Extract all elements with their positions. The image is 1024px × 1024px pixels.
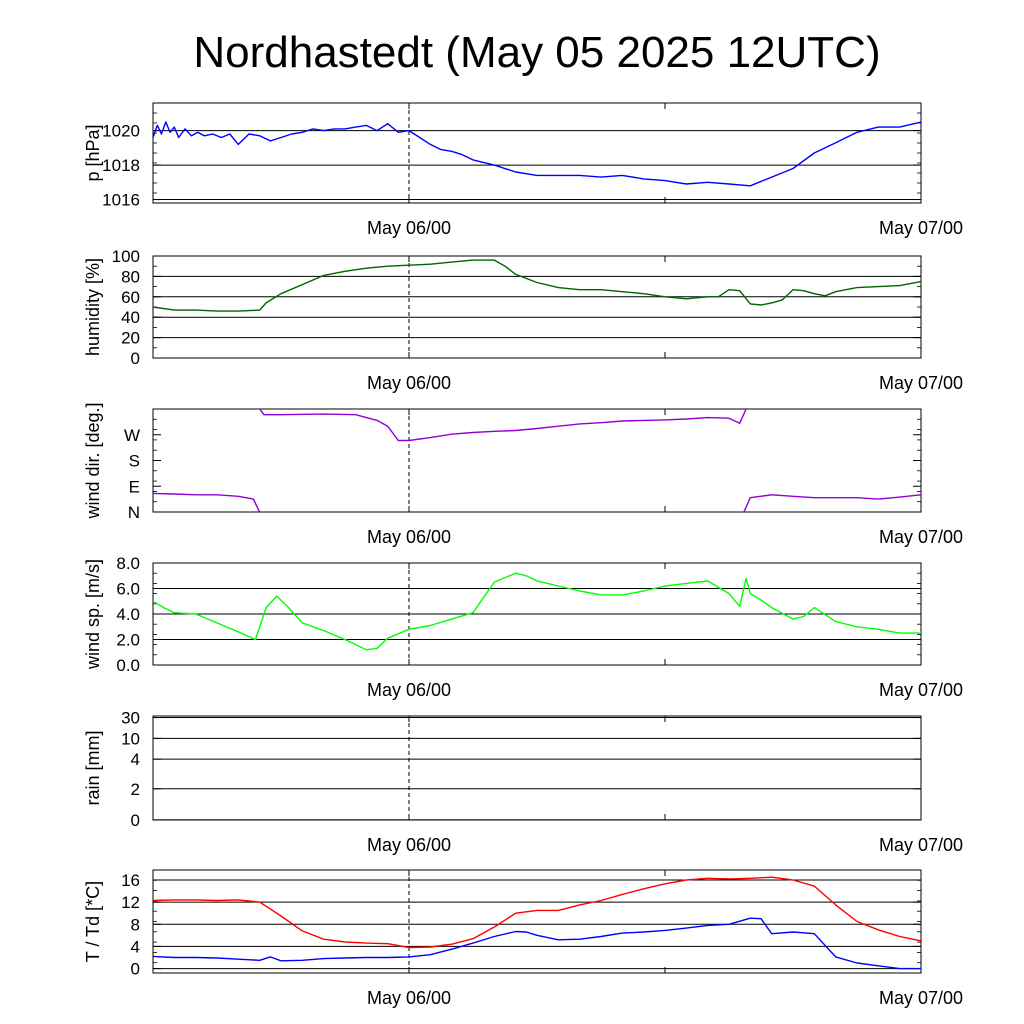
x-tick-label: May 06/00 xyxy=(367,373,451,393)
x-tick-label: May 07/00 xyxy=(879,988,963,1008)
series-line-0 xyxy=(153,121,921,187)
y-tick-label: W xyxy=(124,426,140,445)
x-tick-label: May 07/00 xyxy=(879,680,963,700)
series-line-0 xyxy=(153,492,261,512)
series-line-1 xyxy=(153,917,921,970)
x-tick-label: May 07/00 xyxy=(879,218,963,238)
y-tick-label: 0.0 xyxy=(116,656,140,675)
y-tick-label: 1016 xyxy=(102,191,140,210)
x-tick-label: May 06/00 xyxy=(367,680,451,700)
y-tick-label: 1018 xyxy=(102,156,140,175)
series-line-1 xyxy=(259,409,747,442)
panel-frame xyxy=(152,102,922,204)
chart-title: Nordhastedt (May 05 2025 12UTC) xyxy=(193,28,880,77)
y-tick-label: 2.0 xyxy=(116,631,140,650)
y-tick-label: 4 xyxy=(131,750,140,769)
y-tick-label: 4 xyxy=(131,937,140,956)
y-axis-label: p [hPa] xyxy=(83,124,103,181)
x-tick-label: May 07/00 xyxy=(879,373,963,393)
series-line-0 xyxy=(153,259,921,312)
x-tick-label: May 06/00 xyxy=(367,527,451,547)
y-tick-label: 0 xyxy=(131,960,140,979)
panel-frame xyxy=(152,255,922,359)
y-tick-label: 4.0 xyxy=(116,605,140,624)
y-tick-label: 20 xyxy=(121,329,140,348)
panel-3: 0.0 2.0 4.0 6.0 8.0 wind sp. [m/s] May 06/00 Ma… xyxy=(83,554,963,700)
y-tick-label: 16 xyxy=(121,871,140,890)
y-axis-label: wind sp. [m/s] xyxy=(83,559,103,670)
y-tick-label: 8 xyxy=(131,915,140,934)
y-tick-label: 60 xyxy=(121,288,140,307)
y-tick-label: N xyxy=(128,503,140,522)
x-tick-label: May 06/00 xyxy=(367,218,451,238)
series-group xyxy=(153,409,921,512)
y-tick-label: 1020 xyxy=(102,122,140,141)
y-tick-label: 2 xyxy=(131,780,140,799)
panel-5: 0 4 8 12 16 T / Td [*C] May 06/00 May 07/00 xyxy=(83,869,963,1008)
y-tick-label: 6.0 xyxy=(116,580,140,599)
series-group xyxy=(153,572,921,651)
series-line-2 xyxy=(743,494,921,512)
x-tick-label: May 07/00 xyxy=(879,835,963,855)
y-tick-label: 80 xyxy=(121,267,140,286)
panel-frame xyxy=(152,715,922,821)
y-tick-label: 100 xyxy=(112,247,140,266)
y-axis-label: rain [mm] xyxy=(83,730,103,805)
y-axis-label: wind dir. [deg.] xyxy=(83,402,103,519)
y-tick-label: 0 xyxy=(131,811,140,830)
y-tick-label: 10 xyxy=(121,729,140,748)
series-line-0 xyxy=(153,876,921,949)
y-tick-label: E xyxy=(129,477,140,496)
y-tick-label: 0 xyxy=(131,349,140,368)
x-tick-label: May 06/00 xyxy=(367,988,451,1008)
y-tick-label: 8.0 xyxy=(116,554,140,573)
y-axis-label: T / Td [*C] xyxy=(83,881,103,962)
x-tick-label: May 07/00 xyxy=(879,527,963,547)
y-tick-label: 12 xyxy=(121,893,140,912)
series-group xyxy=(153,121,921,187)
series-line-0 xyxy=(153,572,921,651)
y-tick-label: 30 xyxy=(121,709,140,728)
y-tick-label: 40 xyxy=(121,308,140,327)
series-group xyxy=(153,259,921,312)
y-tick-label: S xyxy=(129,452,140,471)
series-group xyxy=(153,876,921,970)
y-axis-label: humidity [%] xyxy=(83,258,103,356)
x-tick-label: May 06/00 xyxy=(367,835,451,855)
